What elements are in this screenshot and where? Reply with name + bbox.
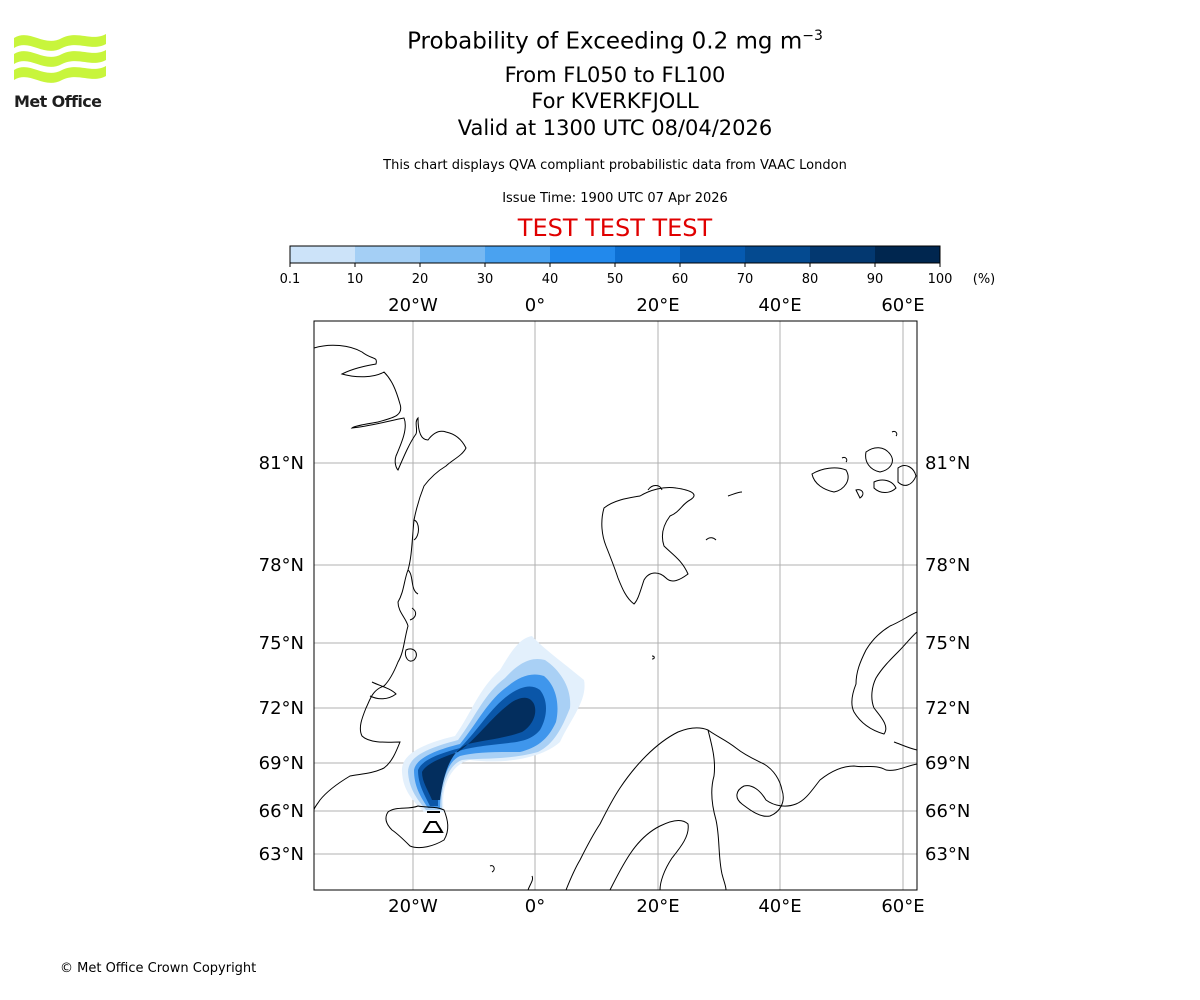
colorbar-tick-label: 20: [412, 272, 429, 287]
subtitle: This chart displays QVA compliant probab…: [383, 158, 847, 173]
lon-label-top: 60°E: [881, 295, 924, 316]
colorbar-tick-label: 0.1: [280, 272, 301, 287]
lon-label-bottom: 0°: [525, 896, 545, 917]
title-volcano: For KVERKFJOLL: [531, 89, 699, 113]
iceland-coast: [385, 805, 449, 849]
colorbar-unit: (%): [973, 272, 996, 287]
lat-label-right: 75°N: [925, 633, 970, 654]
colorbar-segment: [745, 246, 811, 263]
greenland-coast: [314, 344, 467, 811]
colorbar-segment: [355, 246, 421, 263]
lon-label-top: 40°E: [758, 295, 801, 316]
lat-label-left: 66°N: [259, 801, 304, 822]
colorbar-tick-label: 100: [928, 272, 953, 287]
lon-label-bottom: 20°E: [636, 896, 679, 917]
issue-time: Issue Time: 1900 UTC 07 Apr 2026: [502, 191, 728, 206]
lon-label-bottom: 20°W: [388, 896, 438, 917]
colorbar-tick-label: 30: [477, 272, 494, 287]
lat-label-left: 81°N: [259, 453, 304, 474]
lat-label-right: 81°N: [925, 453, 970, 474]
colorbar-segment: [875, 246, 941, 263]
colorbar-segment: [485, 246, 551, 263]
lat-label-left: 78°N: [259, 555, 304, 576]
axis-labels: 20°W 20°W 0° 0° 20°E 20°E 40°E 40°E 60°E 60°E 81°N…: [259, 295, 971, 917]
colorbar-tick-label: 70: [737, 272, 754, 287]
copyright-text: © Met Office Crown Copyright: [60, 961, 257, 976]
lon-label-top: 0°: [525, 295, 545, 316]
colorbar-segment: [290, 246, 356, 263]
franz-josef-land-coast: [811, 467, 849, 493]
logo-waves-icon: [14, 34, 106, 83]
lat-label-left: 75°N: [259, 633, 304, 654]
colorbar-segment: [420, 246, 486, 263]
colorbar-tick-label: 90: [867, 272, 884, 287]
lat-label-right: 69°N: [925, 753, 970, 774]
lat-label-right: 72°N: [925, 698, 970, 719]
title-main: Probability of Exceeding 0.2 mg m: [407, 28, 803, 55]
colorbar-tick-label: 50: [607, 272, 624, 287]
novaya-zemlya-coast: [851, 611, 917, 735]
lat-label-right: 78°N: [925, 555, 970, 576]
volcano-marker-icon: [422, 811, 444, 833]
title-valid-time: Valid at 1300 UTC 08/04/2026: [457, 116, 773, 140]
svalbard-coast: [601, 487, 695, 605]
colorbar-segment: [550, 246, 616, 263]
test-banner: TEST TEST TEST: [517, 214, 713, 242]
logo-text: Met Office: [14, 92, 102, 111]
scandinavia-coast: [527, 727, 917, 890]
colorbar-tick-label: 40: [542, 272, 559, 287]
coastlines: [314, 344, 917, 890]
colorbar-tick-label: 60: [672, 272, 689, 287]
lat-label-left: 63°N: [259, 844, 304, 865]
colorbar-segment: [810, 246, 876, 263]
chart-title: Probability of Exceeding 0.2 mg m−3: [340, 28, 890, 55]
colorbar: 0.1 10 20 30 40 50 60 70 80 90 100 (%): [280, 245, 996, 287]
lon-label-top: 20°W: [388, 295, 438, 316]
lat-label-right: 66°N: [925, 801, 970, 822]
map-frame: [313, 320, 918, 891]
title-levels: From FL050 to FL100: [504, 63, 726, 87]
plume-core: [422, 697, 536, 800]
lat-label-right: 63°N: [925, 844, 970, 865]
colorbar-segment: [615, 246, 681, 263]
colorbar-tick-label: 80: [802, 272, 819, 287]
lon-label-bottom: 40°E: [758, 896, 801, 917]
title-superscript: −3: [802, 28, 823, 44]
lon-label-bottom: 60°E: [881, 896, 924, 917]
ash-probability-plume: [401, 636, 585, 812]
map-area: [314, 321, 917, 890]
met-office-logo: Met Office: [14, 30, 110, 114]
colorbar-segment: [680, 246, 746, 263]
lon-label-top: 20°E: [636, 295, 679, 316]
colorbar-tick-label: 10: [347, 272, 364, 287]
lat-label-left: 69°N: [259, 753, 304, 774]
lat-label-left: 72°N: [259, 698, 304, 719]
